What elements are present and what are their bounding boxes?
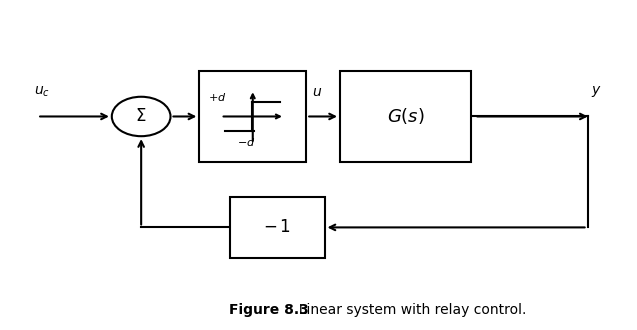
Text: $u_c$: $u_c$: [34, 84, 50, 99]
Text: $G(s)$: $G(s)$: [387, 107, 424, 126]
Text: $\Sigma$: $\Sigma$: [136, 108, 147, 125]
Text: $-d$: $-d$: [237, 136, 255, 148]
Text: $-\,1$: $-\,1$: [263, 218, 291, 236]
Text: $+d$: $+d$: [208, 91, 226, 103]
Text: Linear system with relay control.: Linear system with relay control.: [290, 303, 526, 317]
Text: Figure 8.3: Figure 8.3: [229, 303, 309, 317]
Bar: [199, 71, 306, 162]
Ellipse shape: [112, 97, 171, 136]
Bar: [230, 197, 325, 257]
Text: $y$: $y$: [590, 84, 601, 99]
Bar: [340, 71, 471, 162]
Text: $u$: $u$: [312, 85, 322, 99]
